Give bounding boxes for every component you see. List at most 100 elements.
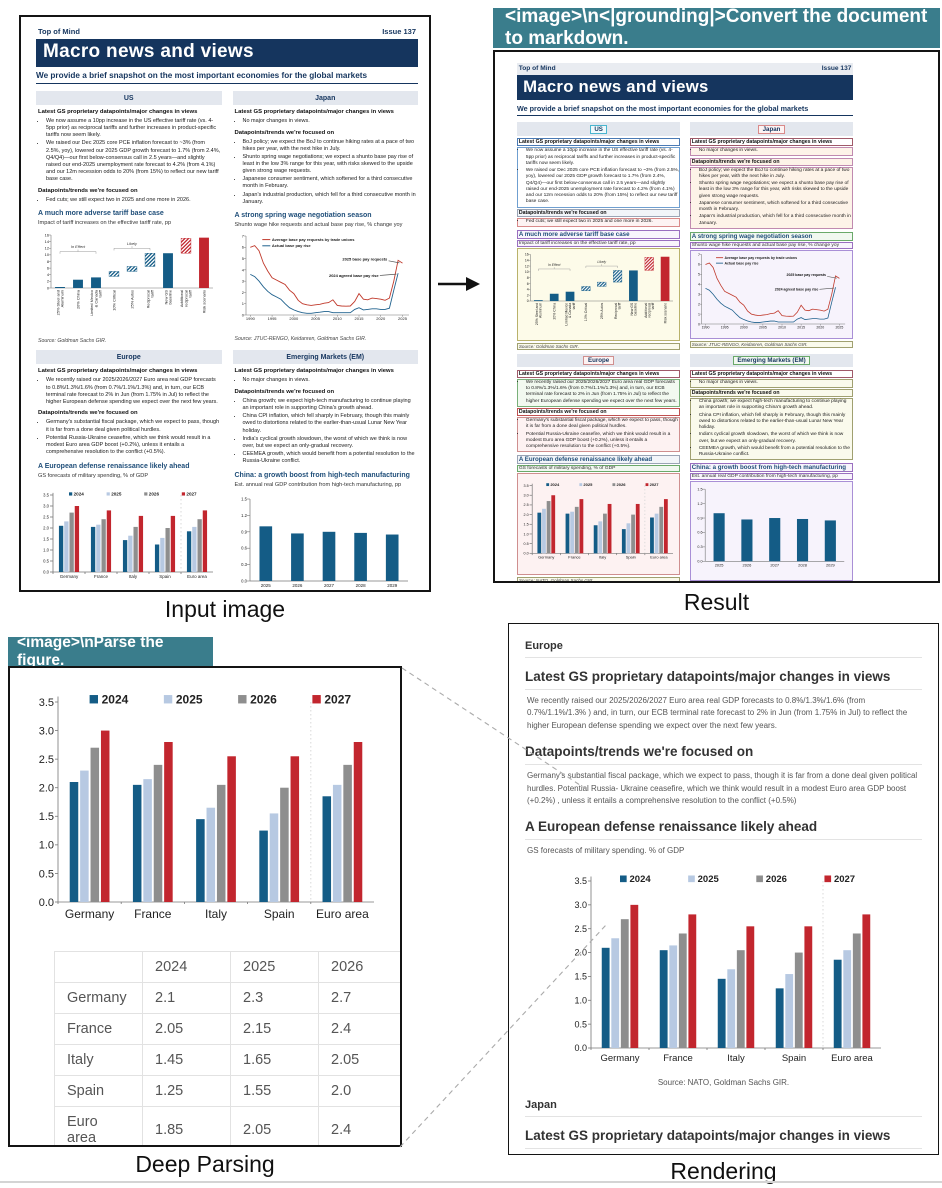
svg-text:Reciprocaltariff: Reciprocaltariff [145,289,154,308]
svg-text:2.0: 2.0 [574,947,587,957]
table-cell: 2.0 [318,1075,400,1107]
defense-spending-chart: 0.0 0.5 1.0 1.5 2.0 2.5 3.0 3.5 Germany France Ita… [43,491,213,579]
parsed-table: 2024202520262027Germany2.12.32.73.0Franc… [54,951,400,1145]
svg-text:In Effect: In Effect [71,244,86,249]
bullet-item: We raised our Dec 2025 core PCE inflatio… [526,168,679,206]
section-header-em: Emerging Markets (EM) [232,350,418,365]
svg-text:3.5: 3.5 [39,697,54,709]
svg-text:2026: 2026 [765,874,786,885]
chart-subtitle: Est. annual real GDP contribution from h… [689,473,854,481]
rendering-label: Rendering [670,1158,777,1184]
svg-text:Euro area: Euro area [316,907,369,921]
doc-heading: Datapoints/trends we're focused on [38,410,138,417]
bullet-item: No major changes in views. [243,377,418,384]
svg-text:4: 4 [47,273,50,278]
svg-text:3.0: 3.0 [574,900,587,910]
svg-text:1: 1 [698,313,700,317]
doc-bullet-list: We recently raised our 2025/2026/2027 Eu… [36,376,222,408]
svg-text:16: 16 [525,252,529,256]
svg-text:2025: 2025 [697,874,719,885]
doc-masthead: Top of Mind Issue 137 [36,25,418,39]
section-header-japan: Japan [232,91,418,105]
bullet-item: BoJ policy; we expect the BoJ to continu… [243,139,418,153]
doc-section-europe: Europe Latest GS proprietary datapoints/m… [516,350,681,581]
table-cell: 1.45 [142,1044,231,1076]
parse-prompt-banner: <image>\nParse the figure. [8,634,213,669]
svg-text:Euro area: Euro area [650,555,668,560]
svg-text:1.5: 1.5 [523,523,528,527]
arrow-icon [438,277,480,291]
svg-text:1.2: 1.2 [697,502,702,506]
section-header-label: Emerging Markets (EM) [286,353,365,361]
bullet-item: BoJ policy; we expect the BoJ to continu… [699,168,852,181]
svg-text:1.0: 1.0 [523,532,528,536]
svg-text:1.2: 1.2 [241,513,247,518]
doc-heading: Latest GS proprietary datapoints/major c… [38,109,198,115]
doc-bullet-list: Fed cuts; we still expect two in 2025 an… [36,196,222,206]
doc-heading: Latest GS proprietary datapoints/major c… [516,138,681,147]
svg-text:2027: 2027 [323,583,334,588]
section-header-label: Europe [583,356,614,366]
svg-text:New GSbaseline: New GSbaseline [163,290,172,305]
svg-text:Additionalreciprocaltariff: Additionalreciprocaltariff [644,302,655,317]
table-cell: 2.05 [230,1106,319,1145]
doc-subtitle: We provide a brief snapshot on the most … [36,67,418,84]
render-paragraph: We recently raised our 2025/2026/2027 Eu… [527,696,908,730]
svg-text:2.0: 2.0 [39,783,54,795]
doc-bullet-list: No major changes in views. [233,376,419,386]
render-paragraph: No major changes in views. Datapoints/tr… [527,1154,920,1155]
table-cell: 1.65 [230,1044,319,1076]
section-header-japan: Japan [689,122,854,136]
section-header-europe: Europe [516,353,681,368]
doc-bullet-list: Germany's substantial fiscal package, wh… [516,417,681,453]
doc-grid: US Latest GS proprietary datapoints/major… [36,86,419,590]
svg-text:0.6: 0.6 [697,531,702,535]
svg-text:2005: 2005 [311,316,321,321]
svg-text:France: France [94,574,109,579]
table-row-label: Spain [54,1075,143,1107]
svg-text:France: France [663,1053,693,1064]
chart-subtitle: Impact of tariff increases on the effect… [516,239,681,247]
svg-text:Likely: Likely [597,260,606,264]
svg-text:8: 8 [527,276,529,280]
doc-section-em: Emerging Markets (EM) Latest GS proprieta… [689,350,854,581]
svg-text:2027: 2027 [324,692,351,706]
svg-text:2010: 2010 [332,316,342,321]
svg-text:2.0: 2.0 [523,513,528,517]
svg-text:3.0: 3.0 [523,494,528,498]
svg-text:1.5: 1.5 [43,536,49,541]
table-cell: 2.7 [318,982,400,1014]
section-header-label: US [123,94,134,102]
svg-text:Limited Mexico& Canadatariff: Limited Mexico& Canadatariff [564,302,575,325]
chart-defense: 0.0 0.5 1.0 1.5 2.0 2.5 3.0 3.5 Germany France Ita… [516,473,681,575]
svg-text:7: 7 [698,253,700,257]
doc-bullet-list: No major changes in views. [689,147,854,157]
bullet-item: Potential Russia-Ukraine ceasefire, whic… [526,432,679,451]
section-header-us: US [516,122,681,136]
render-heading: Datapoints/trends we're focused on [525,738,922,766]
svg-text:0: 0 [241,313,244,318]
rendering-panel: Europe Latest GS proprietary datapoints/m… [508,623,939,1155]
doc-bullet-list: BoJ policy; we expect the BoJ to continu… [233,138,419,208]
svg-text:1: 1 [241,302,244,307]
svg-text:8: 8 [47,259,49,264]
svg-text:2025: 2025 [176,692,203,706]
svg-text:2026: 2026 [616,482,626,487]
wage-negotiation-chart: 0 1 2 3 4 5 6 7 1990 1995 2000 2005 2010 2015 2020 2025… [698,253,845,330]
svg-text:0.3: 0.3 [697,545,702,549]
svg-text:0.5: 0.5 [574,1019,587,1029]
masthead-right: Issue 137 [821,65,852,73]
deep-parsing-panel: 0.0 0.5 1.0 1.5 2.0 2.5 3.0 3.5 Germany France Ita… [8,666,402,1147]
svg-text:0.0: 0.0 [39,897,54,909]
doc-section-japan: Japan Latest GS proprietary datapoints/ma… [232,86,419,345]
tariff-impact-chart: 0 2 4 68 10 12 14 16 25% Steel andAluminum 20% Ch… [525,252,673,325]
doc-bullet-list: We recently raised our 2025/2026/2027 Eu… [516,378,681,407]
render-chart-caption: Source: NATO, Goldman Sachs GIR. [657,1077,790,1087]
svg-text:Italy: Italy [129,574,138,579]
doc-heading: Datapoints/trends we're focused on [689,157,854,166]
wage-negotiation-chart: 0 1 2 3 4 5 6 7 1990 1995 2000 2005 2010 2015 2020 2025… [241,234,409,321]
chart-wages: 0 1 2 3 4 5 6 7 1990 1995 2000 2005 2010 2015 2020 2025… [689,249,854,340]
svg-text:Spain: Spain [626,555,636,560]
svg-text:2025: 2025 [835,326,843,330]
